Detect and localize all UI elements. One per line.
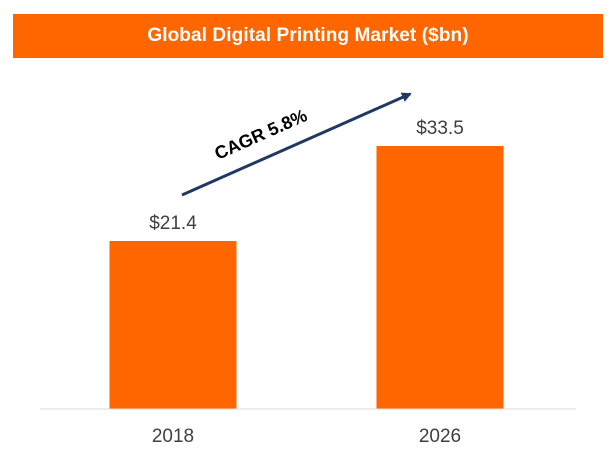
data-label-2018: $21.4: [149, 213, 197, 234]
labels-layer: $21.4 2018 $33.5 2026: [149, 118, 464, 447]
x-tick-label-2026: 2026: [419, 426, 461, 447]
bar-2026: [376, 146, 504, 409]
chart-title-bar: Global Digital Printing Market ($bn): [13, 14, 603, 58]
bars-layer: [109, 146, 504, 409]
bar-2018: [109, 240, 237, 409]
x-tick-label-2018: 2018: [152, 426, 194, 447]
cagr-annotation: CAGR 5.8%: [181, 92, 412, 197]
cagr-label: CAGR 5.8%: [212, 105, 311, 163]
chart-title: Global Digital Printing Market ($bn): [147, 25, 469, 46]
data-label-2026: $33.5: [416, 118, 464, 139]
cagr-arrow: [181, 92, 412, 197]
